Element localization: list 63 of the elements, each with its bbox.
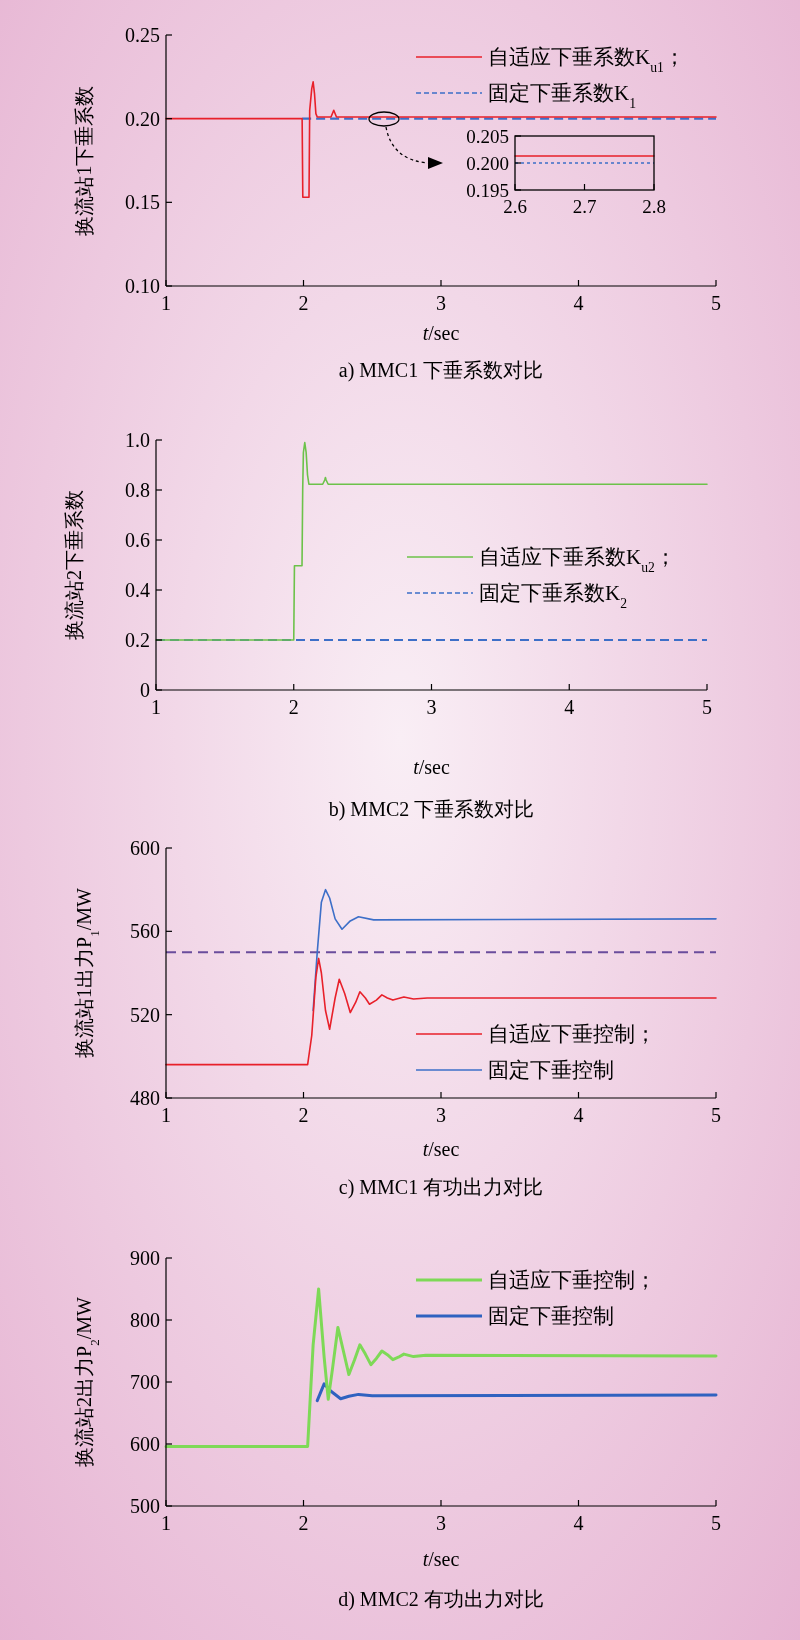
- legend-label: 自适应下垂系数K$_{u2}$；: [479, 545, 676, 575]
- legend-label: 固定下垂系数K$_{1}$: [488, 81, 636, 111]
- y-tick-label: 0.4: [125, 579, 150, 601]
- x-tick-label: 3: [436, 292, 446, 314]
- y-tick-label: 500: [130, 1495, 160, 1517]
- x-axis-title: t/sec: [422, 1548, 460, 1570]
- legend-label: 固定下垂控制: [488, 1304, 614, 1328]
- y-tick-label: 1.0: [125, 429, 150, 451]
- x-tick-label: 4: [573, 292, 584, 314]
- x-tick-label: 3: [426, 696, 437, 718]
- x-tick-label: 3: [436, 1512, 446, 1534]
- text: a) MMC1 下垂系数对比: [338, 359, 544, 382]
- x-tick-label: 5: [711, 292, 721, 314]
- y-tick-label: 700: [130, 1371, 160, 1393]
- y-tick-label: 600: [130, 1433, 160, 1455]
- line-series: [315, 1382, 718, 1403]
- y-tick-label: 0.25: [125, 24, 160, 46]
- legend-label: 自适应下垂控制；: [488, 1022, 656, 1046]
- x-tick-label: 2: [298, 1104, 309, 1126]
- y-tick-label: 0.15: [125, 191, 160, 214]
- x-tick-label: 2.8: [642, 196, 666, 217]
- y-tick-label: 600: [130, 837, 160, 859]
- x-tick-label: 1: [161, 1104, 171, 1126]
- x-tick-label: 3: [436, 1104, 446, 1126]
- x-tick-label: 1: [161, 1512, 171, 1534]
- y-tick-label: 0.8: [125, 479, 150, 501]
- x-tick-label: 4: [564, 696, 575, 718]
- y-tick-label: 520: [130, 1003, 160, 1026]
- text: d) MMC2 有功出力对比: [338, 1588, 544, 1611]
- x-tick-label: 4: [573, 1512, 584, 1534]
- y-tick-label: 560: [130, 920, 160, 943]
- legend-label: 自适应下垂系数K$_{u1}$；: [488, 45, 685, 75]
- x-tick-label: 5: [711, 1512, 721, 1534]
- text: b) MMC2 下垂系数对比: [328, 798, 535, 821]
- x-tick-label: 5: [711, 1104, 721, 1126]
- y-tick-label: 480: [130, 1087, 160, 1109]
- y-tick-label: 0: [140, 679, 150, 701]
- x-axis-title: t/sec: [422, 1138, 460, 1160]
- x-tick-label: 5: [702, 696, 712, 718]
- x-axis-title: t/sec: [413, 756, 450, 778]
- x-tick-label: 1: [161, 292, 171, 314]
- x-axis-title: t/sec: [422, 322, 460, 344]
- x-tick-label: 2: [288, 696, 299, 718]
- legend-label: 自适应下垂控制；: [488, 1268, 656, 1292]
- y-axis-title: 换流站2下垂系数: [63, 490, 85, 640]
- line-series: [312, 888, 717, 1012]
- x-tick-label: 1: [151, 696, 161, 718]
- x-tick-label: 2: [298, 292, 309, 314]
- legend-label: 固定下垂控制: [488, 1058, 614, 1082]
- y-tick-label: 0.6: [125, 529, 150, 551]
- y-tick-label: 0.20: [125, 107, 160, 130]
- y-tick-label: 900: [130, 1247, 160, 1269]
- y-axis-title: 换流站1下垂系数: [73, 85, 95, 236]
- legend-label: 固定下垂系数K$_{2}$: [479, 581, 628, 611]
- y-tick-label: 0.205: [466, 125, 509, 147]
- y-tick-label: 0.2: [125, 629, 150, 651]
- y-tick-label: 0.10: [125, 275, 160, 297]
- x-tick-label: 2: [298, 1512, 309, 1534]
- text: c) MMC1 有功出力对比: [338, 1176, 544, 1199]
- x-tick-label: 4: [573, 1104, 584, 1126]
- y-tick-label: 0.200: [466, 152, 509, 174]
- x-tick-label: 2.7: [572, 196, 597, 217]
- y-tick-label: 800: [130, 1309, 160, 1331]
